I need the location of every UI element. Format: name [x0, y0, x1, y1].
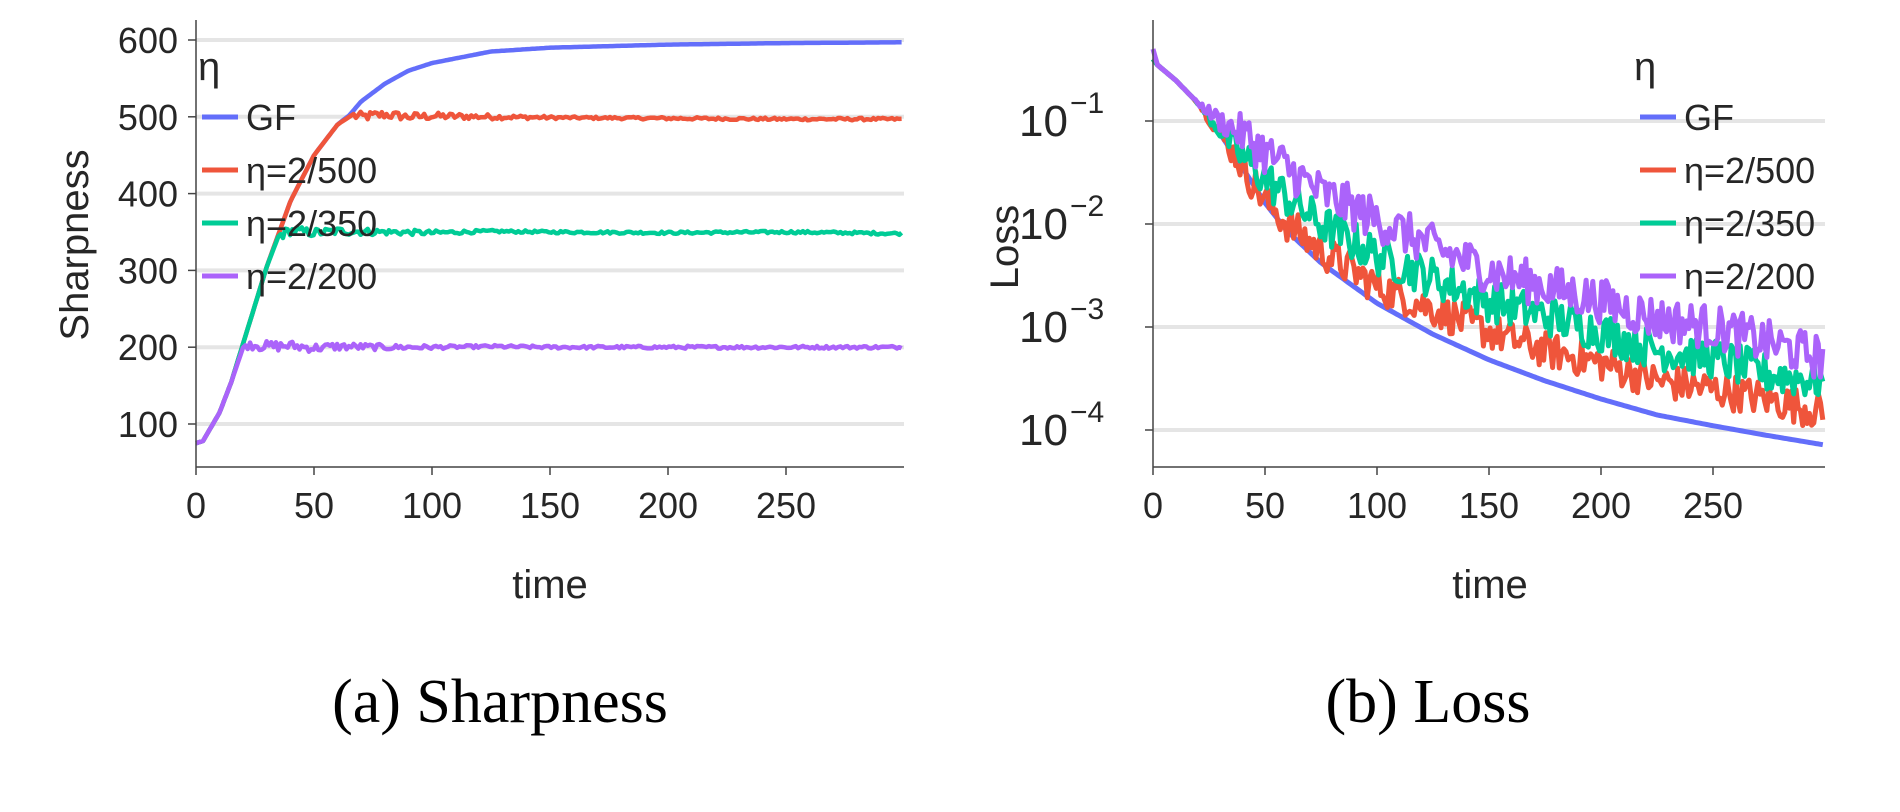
- loss-x-ticks: 0 50 100 150 200 250: [1143, 467, 1743, 526]
- y-tick-label: 200: [118, 327, 178, 368]
- series-line-GF: [1150, 57, 1824, 448]
- series-line-eta_200: [195, 339, 903, 446]
- y-tick-label: 600: [118, 20, 178, 61]
- x-tick-label: 100: [1347, 485, 1407, 526]
- x-tick-label: 150: [520, 485, 580, 526]
- loss-legend-title: η: [1634, 45, 1656, 89]
- x-tick-label: 250: [1683, 485, 1743, 526]
- y-tick-base: 10: [1019, 406, 1068, 455]
- x-tick-label: 200: [1571, 485, 1631, 526]
- series-line-eta_500: [1150, 57, 1826, 428]
- y-tick-label: 100: [118, 404, 178, 445]
- loss-y-ticks: 10−110−210−310−4: [1019, 87, 1153, 455]
- y-tick-label: 300: [118, 250, 178, 291]
- loss-chart: 0 50 100 150 200 250 10−110−210−310−4 time Lo…: [983, 20, 1826, 736]
- y-tick-base: 10: [1019, 200, 1068, 249]
- sharpness-x-axis-label: time: [512, 563, 588, 607]
- legend-entry: η=2/500: [1684, 150, 1815, 191]
- x-tick-label: 100: [402, 485, 462, 526]
- y-tick-label: 400: [118, 174, 178, 215]
- sharpness-x-ticks: 0 50 100 150 200 250: [186, 467, 816, 526]
- y-tick-base: 10: [1019, 303, 1068, 352]
- x-tick-label: 250: [756, 485, 816, 526]
- legend-entry: GF: [246, 97, 296, 138]
- series-line-eta_200: [1150, 48, 1826, 380]
- loss-caption: (b) Loss: [1326, 668, 1531, 736]
- series-line-eta_500: [195, 109, 902, 446]
- legend-entry: η=2/200: [1684, 256, 1815, 297]
- y-tick-exponent: −2: [1070, 190, 1104, 223]
- sharpness-caption: (a) Sharpness: [332, 668, 668, 736]
- sharpness-y-ticks: 100 200 300 400 500 600: [118, 20, 196, 445]
- legend-entry: GF: [1684, 97, 1734, 138]
- loss-y-axis-label: Loss: [983, 205, 1027, 290]
- y-tick-exponent: −3: [1070, 293, 1104, 326]
- x-tick-label: 200: [638, 485, 698, 526]
- y-tick-label: 10: [1019, 200, 1068, 249]
- x-tick-label: 50: [1245, 485, 1285, 526]
- sharpness-legend-title: η: [198, 45, 220, 89]
- x-tick-label: 0: [186, 485, 206, 526]
- loss-legend: η GF η=2/500 η=2/350 η=2/200: [1634, 45, 1815, 297]
- y-tick-label: 10: [1019, 406, 1068, 455]
- loss-series: [1150, 48, 1826, 448]
- series-line-eta_350: [195, 225, 904, 446]
- x-tick-label: 50: [294, 485, 334, 526]
- y-tick-label: 500: [118, 97, 178, 138]
- y-tick-exponent: −4: [1070, 396, 1104, 429]
- x-tick-label: 0: [1143, 485, 1163, 526]
- sharpness-series: [195, 40, 904, 446]
- legend-entry: η=2/500: [246, 150, 377, 191]
- y-tick-base: 10: [1019, 97, 1068, 146]
- y-tick-label: 10: [1019, 303, 1068, 352]
- y-tick-label: 10: [1019, 97, 1068, 146]
- legend-entry: η=2/200: [246, 256, 377, 297]
- legend-entry: η=2/350: [1684, 203, 1815, 244]
- loss-x-axis-label: time: [1452, 563, 1528, 607]
- sharpness-y-axis-label: Sharpness: [53, 149, 97, 340]
- x-tick-label: 150: [1459, 485, 1519, 526]
- sharpness-legend: η GF η=2/500 η=2/350 η=2/200: [198, 45, 377, 297]
- legend-entry: η=2/350: [246, 203, 377, 244]
- y-tick-exponent: −1: [1070, 87, 1104, 120]
